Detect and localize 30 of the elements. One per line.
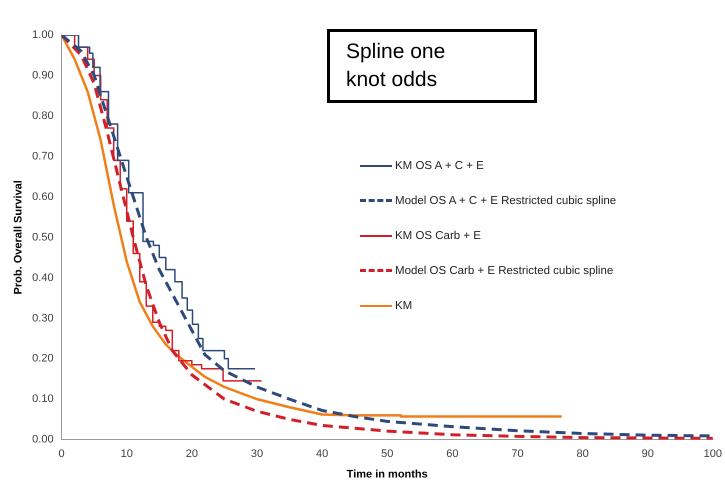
y-tick-label: 0.40	[32, 272, 54, 284]
x-tick-label: 10	[120, 448, 133, 460]
x-axis-title: Time in months	[346, 468, 428, 480]
y-tick-label: 0.20	[32, 352, 54, 365]
x-tick-label: 100	[704, 448, 722, 460]
y-tick-label: 0.00	[32, 434, 54, 446]
y-tick-label: 0.80	[32, 110, 54, 122]
legend-label: Model OS A + C + E Restricted cubic spline	[395, 194, 616, 206]
legend-label: KM OS Carb + E	[395, 230, 481, 242]
y-tick-label: 0.70	[32, 150, 54, 162]
x-tick-label: 30	[250, 448, 264, 460]
legend-label: KM	[395, 300, 412, 312]
legend-label: KM OS A + C + E	[395, 160, 484, 172]
y-tick-label: 0.60	[32, 190, 54, 203]
x-tick-label: 90	[642, 448, 654, 460]
x-tick-label: 20	[186, 448, 198, 460]
y-tick-label: 0.30	[32, 312, 54, 324]
x-tick-label: 0	[58, 448, 65, 460]
y-axis-title: Prob. Overall Survival	[12, 180, 25, 294]
x-tick-label: 80	[576, 448, 589, 460]
y-tick-label: 1.00	[32, 29, 54, 42]
annotation: Spline one knot odds	[327, 29, 537, 103]
x-tick-label: 40	[316, 448, 328, 460]
y-tick-label: 0.90	[32, 69, 54, 82]
x-tick-label: 70	[511, 448, 524, 460]
x-tick-label: 60	[446, 448, 458, 460]
y-tick-label: 0.10	[32, 393, 54, 406]
legend-label: Model OS Carb + E Restricted cubic spline	[395, 264, 614, 276]
y-tick-label: 0.50	[32, 231, 54, 244]
x-tick-label: 50	[381, 448, 394, 460]
